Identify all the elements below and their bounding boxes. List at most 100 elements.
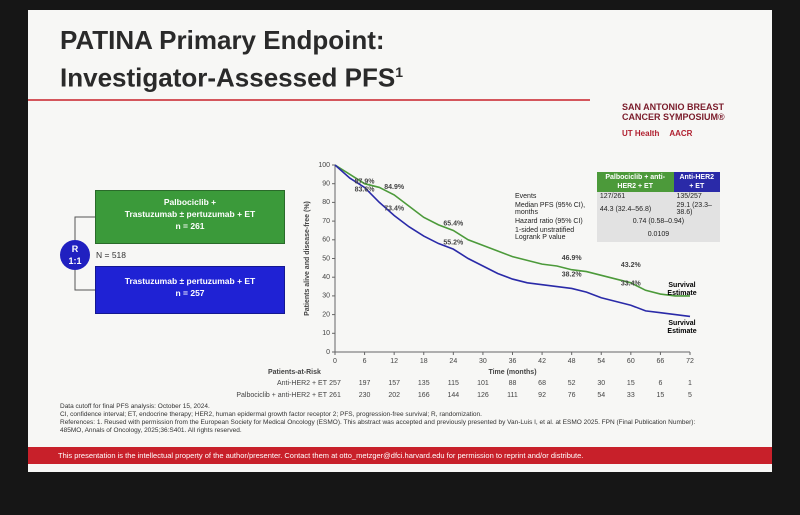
cell: 1-sided unstratified Logrank P value bbox=[515, 227, 575, 241]
annotation: 38.2% bbox=[562, 271, 583, 278]
cell: Events bbox=[515, 193, 537, 200]
km-curve bbox=[334, 164, 691, 318]
cell: 135/257 bbox=[673, 192, 720, 201]
at-risk-value: 1 bbox=[688, 380, 692, 387]
at-risk-title: Patients-at-Risk bbox=[268, 369, 321, 376]
annotation: 83.6% bbox=[355, 187, 376, 194]
at-risk-value: 5 bbox=[688, 392, 692, 399]
cell: 127/261 bbox=[596, 192, 674, 201]
arm-text: Palbociclib + bbox=[163, 197, 217, 207]
cell: 29.1 (23.3–38.6) bbox=[673, 201, 720, 217]
y-tick-label: 60 bbox=[322, 237, 330, 244]
survival-label: Survival Estimate bbox=[667, 320, 697, 335]
column-header: Anti-HER2 + ET bbox=[673, 172, 720, 192]
x-tick-label: 66 bbox=[657, 358, 665, 365]
footnotes: Data cutoff for final PFS analysis: Octo… bbox=[60, 403, 710, 435]
y-tick-label: 90 bbox=[322, 181, 330, 188]
arm-text: Trastuzumab ± pertuzumab + ET bbox=[124, 209, 256, 219]
symbol-text: R bbox=[71, 244, 79, 254]
at-risk-value: 15 bbox=[627, 380, 635, 387]
title-line: Investigator-Assessed PFS1 bbox=[60, 56, 403, 94]
at-risk-value: 135 bbox=[418, 380, 430, 387]
annotation: 43.2% bbox=[621, 262, 642, 269]
at-risk-value: 68 bbox=[538, 380, 546, 387]
title-superscript: 1 bbox=[395, 64, 404, 80]
y-tick-label: 40 bbox=[322, 274, 330, 281]
footnote: Data cutoff for final PFS analysis: Octo… bbox=[60, 403, 210, 410]
annotation: 46.9% bbox=[562, 255, 583, 262]
at-risk-value: 144 bbox=[447, 392, 459, 399]
at-risk-value: 261 bbox=[329, 392, 341, 399]
annotation: 87.9% bbox=[355, 178, 376, 185]
survival-label: Survival Estimate bbox=[667, 282, 697, 297]
at-risk-value: 88 bbox=[509, 380, 517, 387]
at-risk-value: 257 bbox=[329, 380, 341, 387]
title-line: PATINA Primary Endpoint: bbox=[60, 25, 385, 55]
at-risk-value: 157 bbox=[388, 380, 400, 387]
arm-text: Trastuzumab ± pertuzumab + ET bbox=[124, 276, 256, 286]
y-tick-label: 70 bbox=[322, 218, 330, 225]
x-tick-label: 72 bbox=[686, 358, 694, 365]
at-risk-value: 230 bbox=[359, 392, 371, 399]
x-tick-label: 12 bbox=[390, 358, 398, 365]
at-risk-value: 54 bbox=[597, 392, 605, 399]
annotation: 33.4% bbox=[621, 280, 642, 287]
at-risk-value: 197 bbox=[359, 380, 371, 387]
partner-logo: UT Health bbox=[622, 129, 660, 138]
at-risk-value: 6 bbox=[658, 380, 662, 387]
slide-title: PATINA Primary Endpoint: Investigator-As… bbox=[60, 24, 403, 94]
results-table: Palbociclib + anti-HER2 + ET Anti-HER2 +… bbox=[512, 172, 720, 242]
x-tick-label: 18 bbox=[420, 358, 428, 365]
at-risk-value: 126 bbox=[477, 392, 489, 399]
footnote: CI, confidence interval; ET, endocrine t… bbox=[60, 411, 482, 418]
at-risk-value: 52 bbox=[568, 380, 576, 387]
partner-logo: AACR bbox=[669, 129, 693, 138]
cell: 44.3 (32.4–56.8) bbox=[596, 201, 674, 217]
annotation: 65.4% bbox=[443, 221, 464, 228]
at-risk-label: Palbociclib + anti-HER2 + ET bbox=[236, 392, 327, 399]
randomization-symbol: R 1:1 bbox=[60, 240, 90, 270]
annotation: 84.9% bbox=[384, 184, 405, 191]
at-risk-value: 166 bbox=[418, 392, 430, 399]
y-tick-label: 80 bbox=[322, 199, 330, 206]
arm-text: n = 261 bbox=[175, 221, 205, 231]
y-axis-label: Patients alive and disease-free (%) bbox=[304, 201, 311, 316]
cell: 0.74 (0.58–0.94) bbox=[596, 217, 720, 226]
at-risk-value: 111 bbox=[507, 392, 518, 399]
cell: Median PFS (95% CI), months bbox=[515, 202, 586, 216]
cell: 0.0109 bbox=[596, 226, 720, 242]
x-tick-label: 48 bbox=[568, 358, 576, 365]
y-tick-label: 100 bbox=[318, 162, 330, 169]
symbol-text: 1:1 bbox=[68, 256, 82, 266]
annotation: 73.4% bbox=[384, 206, 405, 213]
x-tick-label: 30 bbox=[479, 358, 487, 365]
x-axis-label: Time (months) bbox=[488, 369, 536, 376]
at-risk-value: 15 bbox=[657, 392, 665, 399]
y-tick-label: 0 bbox=[326, 349, 330, 356]
logo: SAN ANTONIO BREAST CANCER SYMPOSIUM® UT … bbox=[622, 102, 732, 139]
annotation: 55.2% bbox=[443, 240, 464, 247]
cell: Hazard ratio (95% CI) bbox=[515, 218, 583, 225]
at-risk-value: 33 bbox=[627, 392, 635, 399]
column-header: Palbociclib + anti-HER2 + ET bbox=[596, 172, 674, 192]
y-tick-label: 10 bbox=[322, 330, 330, 337]
x-tick-label: 36 bbox=[509, 358, 517, 365]
at-risk-value: 30 bbox=[597, 380, 605, 387]
at-risk-value: 92 bbox=[538, 392, 546, 399]
x-tick-label: 6 bbox=[363, 358, 367, 365]
x-tick-label: 42 bbox=[538, 358, 546, 365]
arm-box: Trastuzumab ± pertuzumab + ET n = 257 bbox=[95, 266, 285, 314]
x-tick-label: 54 bbox=[597, 358, 605, 365]
logo-name: SAN ANTONIO BREAST CANCER SYMPOSIUM® bbox=[622, 102, 725, 122]
at-risk-value: 202 bbox=[388, 392, 400, 399]
at-risk-value: 115 bbox=[448, 380, 459, 387]
y-tick-label: 20 bbox=[322, 311, 330, 318]
arm-text: n = 257 bbox=[175, 288, 205, 298]
x-tick-label: 60 bbox=[627, 358, 635, 365]
at-risk-label: Anti-HER2 + ET bbox=[277, 380, 328, 387]
total-n: N = 518 bbox=[96, 250, 127, 260]
at-risk-value: 101 bbox=[477, 380, 489, 387]
y-tick-label: 30 bbox=[322, 293, 330, 300]
x-tick-label: 0 bbox=[333, 358, 337, 365]
